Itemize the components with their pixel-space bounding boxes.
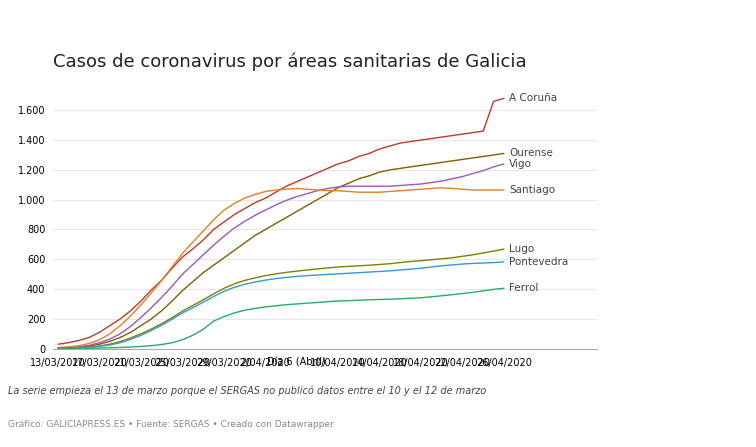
Text: A Coruña: A Coruña [509, 93, 557, 103]
Text: La serie empieza el 13 de marzo porque el SERGAS no publicó datos entre el 10 y : La serie empieza el 13 de marzo porque e… [8, 385, 486, 396]
Text: Ferrol: Ferrol [509, 283, 538, 293]
Text: Vigo: Vigo [509, 159, 532, 169]
Text: Gráfico: GALICIAPRESS.ES • Fuente: SERGAS • Creado con Datawrapper: Gráfico: GALICIAPRESS.ES • Fuente: SERGA… [8, 420, 333, 429]
Text: Lugo: Lugo [509, 244, 534, 254]
Text: Casos de coronavirus por áreas sanitarias de Galicia: Casos de coronavirus por áreas sanitaria… [53, 52, 526, 71]
Text: Pontevedra: Pontevedra [509, 257, 569, 267]
Text: Santiago: Santiago [509, 185, 555, 195]
Text: Ourense: Ourense [509, 148, 553, 159]
